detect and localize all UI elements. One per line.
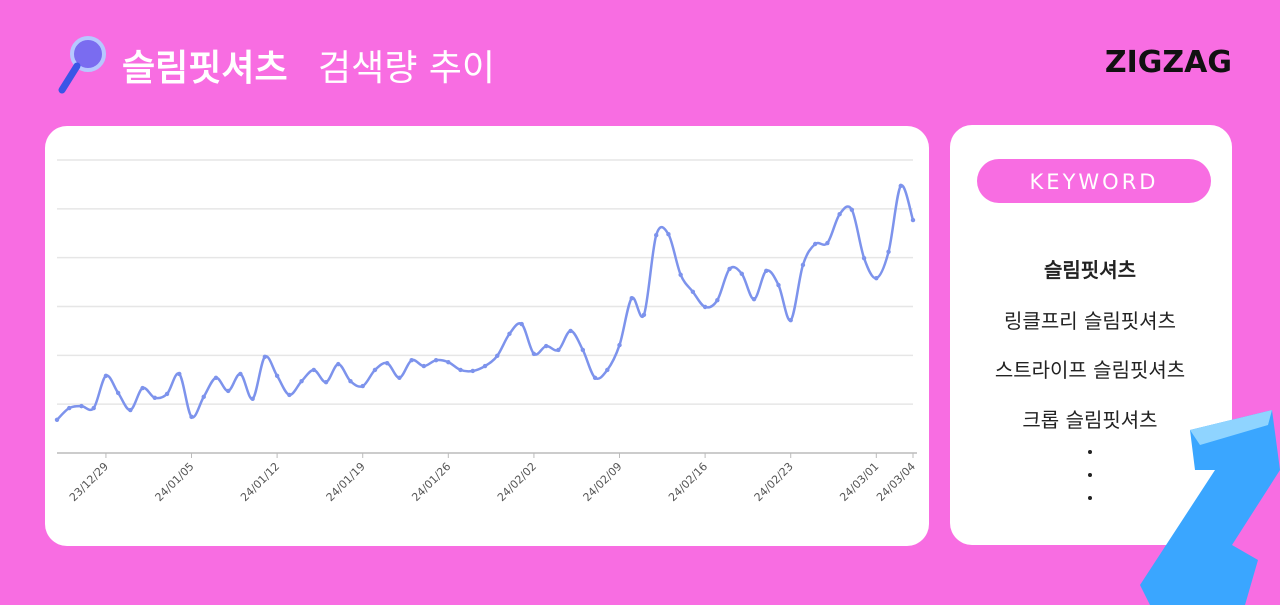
point <box>666 232 671 237</box>
point <box>861 255 867 261</box>
point <box>433 358 439 363</box>
point <box>421 363 427 369</box>
point <box>470 368 475 374</box>
point <box>274 373 280 379</box>
point <box>152 395 158 401</box>
point <box>568 328 573 334</box>
point <box>776 282 781 288</box>
more-dots <box>1088 450 1092 500</box>
point <box>226 388 231 394</box>
point <box>874 275 879 281</box>
point <box>262 354 268 359</box>
point <box>837 212 842 217</box>
point <box>54 417 60 422</box>
keyword-item: 스트라이프 슬림핏셔츠 <box>995 358 1185 382</box>
point <box>336 361 341 367</box>
point <box>800 262 806 268</box>
point <box>250 396 255 401</box>
point <box>702 304 708 310</box>
point <box>764 268 769 274</box>
point <box>556 347 561 353</box>
point <box>531 351 537 357</box>
point <box>299 379 304 384</box>
keyword-item: 링클프리 슬림핏셔츠 <box>1004 309 1176 333</box>
point <box>397 375 402 380</box>
point <box>751 296 757 302</box>
point <box>384 360 390 366</box>
point <box>287 392 292 398</box>
point <box>825 240 830 246</box>
point <box>898 183 903 189</box>
point <box>812 241 818 247</box>
point <box>128 407 133 413</box>
title-keyword: 슬림핏셔츠 <box>122 48 288 89</box>
point <box>79 403 84 409</box>
point <box>311 367 316 373</box>
chart-card <box>45 126 929 546</box>
point <box>629 295 634 301</box>
point <box>507 331 512 337</box>
point <box>103 373 109 379</box>
point <box>690 289 696 295</box>
point <box>446 359 451 365</box>
point <box>849 207 855 213</box>
point <box>177 371 182 377</box>
magnifier-icon <box>58 36 106 94</box>
point <box>886 249 891 255</box>
keyword-card <box>950 125 1232 545</box>
point <box>140 385 145 391</box>
point <box>592 375 598 380</box>
z-decoration <box>1140 410 1280 605</box>
point <box>91 405 96 411</box>
point <box>189 414 194 420</box>
point <box>238 371 243 377</box>
point <box>482 363 488 369</box>
point <box>348 379 353 384</box>
point <box>715 297 720 303</box>
point <box>910 217 916 223</box>
point <box>495 353 500 359</box>
point <box>67 405 72 411</box>
point <box>617 342 622 348</box>
point <box>360 383 365 389</box>
point <box>739 271 744 276</box>
point <box>519 321 524 327</box>
keyword-item: 슬림핏셔츠 <box>1044 258 1136 282</box>
point <box>323 379 329 385</box>
point <box>115 390 121 396</box>
keyword-label: KEYWORD <box>1030 170 1159 194</box>
keyword-item: 크롭 슬림핏셔츠 <box>1022 408 1157 432</box>
point <box>788 317 793 323</box>
logo: ZIGZAG <box>1105 45 1232 80</box>
point <box>727 266 732 272</box>
point <box>654 233 659 238</box>
point <box>543 343 549 349</box>
point <box>409 358 414 363</box>
point <box>201 394 206 400</box>
title-rest: 검색량 추이 <box>318 48 495 89</box>
point <box>458 367 463 373</box>
point <box>213 375 219 380</box>
point <box>580 347 586 353</box>
keyword-pill <box>977 159 1211 203</box>
point <box>605 367 610 373</box>
point <box>641 312 647 318</box>
point <box>164 391 170 397</box>
point <box>372 367 378 373</box>
point <box>678 272 683 277</box>
